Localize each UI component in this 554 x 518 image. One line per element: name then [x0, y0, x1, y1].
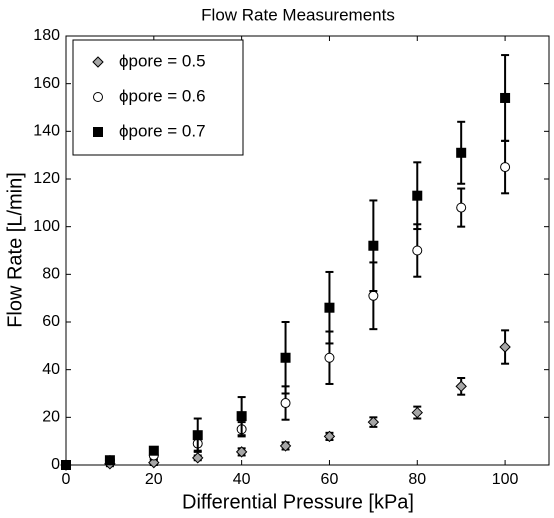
- marker: [456, 147, 467, 158]
- marker: [412, 190, 423, 201]
- marker: [323, 430, 336, 443]
- marker: [367, 416, 380, 428]
- marker: [412, 245, 423, 256]
- marker: [411, 406, 423, 419]
- x-tick-label: 100: [492, 471, 519, 488]
- x-tick-label: 40: [233, 471, 251, 488]
- y-tick-label: 20: [42, 409, 60, 426]
- marker: [148, 445, 159, 456]
- plot-frame: [65, 35, 550, 466]
- x-tick-label: 20: [145, 471, 163, 488]
- y-tick-label: 180: [33, 27, 60, 44]
- y-tick-label: 160: [33, 75, 60, 92]
- marker: [104, 455, 115, 466]
- legend-label: ϕpore = 0.6: [119, 86, 206, 105]
- legend-label: ϕpore = 0.5: [119, 51, 206, 70]
- marker: [456, 202, 467, 213]
- y-tick-label: 80: [42, 266, 60, 283]
- y-tick-label: 140: [33, 123, 60, 140]
- marker: [280, 352, 291, 363]
- marker: [192, 452, 204, 464]
- marker: [148, 456, 160, 469]
- marker: [61, 460, 71, 470]
- y-tick-label: 60: [42, 313, 60, 330]
- x-tick-label: 80: [408, 471, 426, 488]
- marker: [500, 162, 511, 173]
- marker: [192, 430, 203, 441]
- x-tick-label: 0: [62, 471, 71, 488]
- marker: [499, 341, 511, 353]
- y-tick-label: 120: [33, 170, 60, 187]
- marker: [455, 380, 467, 393]
- y-tick-label: 40: [42, 361, 60, 378]
- legend-marker: [93, 92, 103, 102]
- chart-title: Flow Rate Measurements: [201, 5, 395, 24]
- marker: [324, 352, 335, 363]
- marker: [280, 398, 291, 409]
- x-tick-label: 60: [321, 471, 339, 488]
- x-axis-label: Differential Pressure [kPa]: [182, 491, 414, 513]
- legend-marker: [93, 127, 103, 137]
- marker: [324, 302, 335, 313]
- marker: [500, 92, 511, 103]
- marker: [235, 446, 248, 458]
- marker: [368, 240, 379, 251]
- marker: [368, 290, 379, 301]
- y-axis-label: Flow Rate [L/min]: [4, 172, 26, 328]
- y-tick-label: 0: [51, 456, 60, 473]
- marker: [279, 440, 292, 452]
- y-tick-label: 100: [33, 218, 60, 235]
- marker: [236, 411, 247, 422]
- legend-marker: [92, 56, 104, 68]
- legend-label: ϕpore = 0.7: [119, 121, 206, 140]
